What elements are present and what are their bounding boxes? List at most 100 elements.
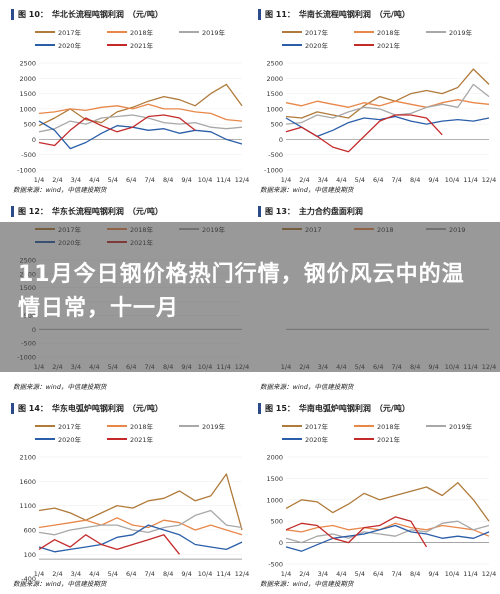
y-tick-label: 100 (24, 551, 36, 559)
series-line-2020 (285, 115, 490, 138)
x-tick-label: 2/4 (299, 570, 309, 578)
x-tick-label: 5/4 (355, 570, 365, 578)
x-tick-label: 7/4 (391, 570, 401, 578)
chart-title: 图 15： 华南电弧炉吨钢利润 （元/吨） (258, 399, 493, 417)
chart-source: 数据来源：wind，中信建投期货 (260, 383, 354, 391)
legend-label: 2018年 (130, 422, 154, 431)
legend-label: 2020年 (305, 41, 329, 50)
chart-title: 图 12： 华东长流程吨钢利润 （元/吨） (11, 202, 246, 220)
y-tick-label: 1500 (266, 475, 283, 483)
legend: 2017年 2018年 2019年 2020年 2021年 (282, 28, 473, 50)
series-line-2019 (38, 114, 243, 133)
x-tick-label: 11/4 (463, 570, 478, 578)
y-tick-label: 500 (271, 121, 283, 129)
x-tick-label: 4/4 (89, 176, 99, 184)
chart-source: 数据来源：wind，中信建投期货 (260, 186, 354, 194)
chart-source: 数据来源：wind，中信建投期货 (13, 186, 107, 194)
series-line-2020 (285, 524, 490, 552)
y-tick-label: 500 (271, 518, 283, 526)
article-title-banner (0, 222, 500, 372)
legend-label: 2020年 (305, 435, 329, 444)
y-tick-label: -500 (268, 151, 283, 159)
x-tick-label: 3/4 (71, 570, 81, 578)
legend-label: 2021年 (130, 435, 154, 444)
legend: 2017年 2018年 2019年 2020年 2021年 (35, 422, 226, 444)
x-tick-label: 3/4 (318, 570, 328, 578)
y-tick-label: 1000 (19, 105, 36, 113)
x-tick-label: 4/4 (89, 570, 99, 578)
legend-label: 2018年 (377, 28, 401, 37)
x-tick-label: 2/4 (299, 176, 309, 184)
legend-label: 2018年 (377, 422, 401, 431)
chart-svg: 2017年 2018年 2019年 2020年 2021年 2100 1600 1100 600… (19, 422, 249, 583)
title-marker-icon (258, 205, 261, 217)
y-tick-label: 1500 (266, 90, 283, 98)
y-tick-label: -400 (21, 575, 36, 583)
series-line-2020 (38, 524, 243, 553)
x-tick-label: 8/4 (410, 570, 420, 578)
series-line-2019 (285, 520, 490, 544)
series-line-2021 (285, 516, 428, 548)
x-tick-label: 5/4 (108, 176, 118, 184)
series-line-2021 (38, 534, 181, 555)
chart-title: 图 14： 华东电弧炉吨钢利润 （元/吨） (11, 399, 246, 417)
title-marker-icon (258, 8, 261, 20)
x-tick-label: 1/4 (281, 176, 291, 184)
series-line-2017 (285, 68, 490, 119)
y-tick-label: 2500 (266, 60, 283, 68)
chart-panel-p11: 图 11： 华南长流程吨钢利润 （元/吨） 2017年 2018年 2019年 2020年… (252, 3, 497, 198)
x-tick-label: 12/4 (482, 570, 497, 578)
figure-title: 华南长流程吨钢利润 (298, 9, 371, 19)
chart-title: 图 10： 华北长流程吨钢利润 （元/吨） (11, 5, 246, 23)
series-line-2018 (38, 517, 243, 536)
y-tick-label: 0 (32, 136, 36, 144)
x-tick-label: 10/4 (445, 176, 460, 184)
x-tick-label: 6/4 (373, 570, 383, 578)
figure-number: 图 12： (18, 206, 48, 216)
y-tick-label: -500 (21, 151, 36, 159)
x-tick-label: 2/4 (52, 570, 62, 578)
figure-number: 图 15： (265, 403, 295, 413)
chart-panel-p15: 图 15： 华南电弧炉吨钢利润 （元/吨） 2017年 2018年 2019年 2020年… (252, 397, 497, 592)
legend: 2017年 2018年 2019年 2020年 2021年 (35, 28, 226, 50)
figure-unit: （元/吨） (127, 403, 163, 413)
x-tick-label: 11/4 (216, 570, 231, 578)
x-tick-label: 9/4 (428, 176, 438, 184)
chart-svg: 2017年 2018年 2019年 2020年 2021年 2000 1500 1000 500… (266, 422, 497, 578)
legend-label: 2017年 (58, 422, 82, 431)
x-tick-label: 10/4 (198, 570, 213, 578)
y-tick-label: 0 (279, 539, 283, 547)
legend-label: 2017年 (305, 28, 329, 37)
chart-svg: 2017年 2018年 2019年 2020年 2021年 2500 2000 1500 100… (264, 28, 496, 184)
y-tick-label: 2100 (19, 454, 36, 462)
legend: 2017年 2018年 2019年 2020年 2021年 (282, 422, 473, 444)
x-tick-label: 12/4 (235, 176, 250, 184)
series-line-2017 (38, 83, 243, 127)
x-tick-label: 9/4 (181, 570, 191, 578)
figure-number: 图 13： (265, 206, 295, 216)
y-tick-label: 2000 (19, 75, 36, 83)
x-tick-label: 6/4 (126, 570, 136, 578)
figure-unit: （元/吨） (374, 9, 410, 19)
x-tick-label: 4/4 (336, 176, 346, 184)
figure-title: 华东电弧炉吨钢利润 (51, 403, 124, 413)
x-tick-label: 7/4 (144, 570, 154, 578)
x-tick-label: 8/4 (163, 176, 173, 184)
chart-panel-p14: 图 14： 华东电弧炉吨钢利润 （元/吨） 2017年 2018年 2019年 2020年… (5, 397, 250, 592)
x-tick-label: 7/4 (391, 176, 401, 184)
y-tick-label: 1500 (19, 90, 36, 98)
title-marker-icon (11, 402, 14, 414)
chart-source: 数据来源：wind，中信建投期货 (260, 580, 354, 588)
chart-source: 数据来源：wind，中信建投期货 (13, 580, 107, 588)
y-tick-label: 1000 (266, 496, 283, 504)
chart-svg: 2017年 2018年 2019年 2020年 2021年 2500 2000 1500 100… (17, 28, 250, 184)
title-marker-icon (11, 8, 14, 20)
series-line-2017 (285, 482, 490, 522)
series-line-2020 (38, 120, 243, 150)
legend-label: 2020年 (58, 435, 82, 444)
x-tick-label: 10/4 (445, 570, 460, 578)
x-tick-label: 1/4 (34, 176, 44, 184)
title-marker-icon (258, 402, 261, 414)
title-marker-icon (11, 205, 14, 217)
x-tick-label: 11/4 (216, 176, 231, 184)
